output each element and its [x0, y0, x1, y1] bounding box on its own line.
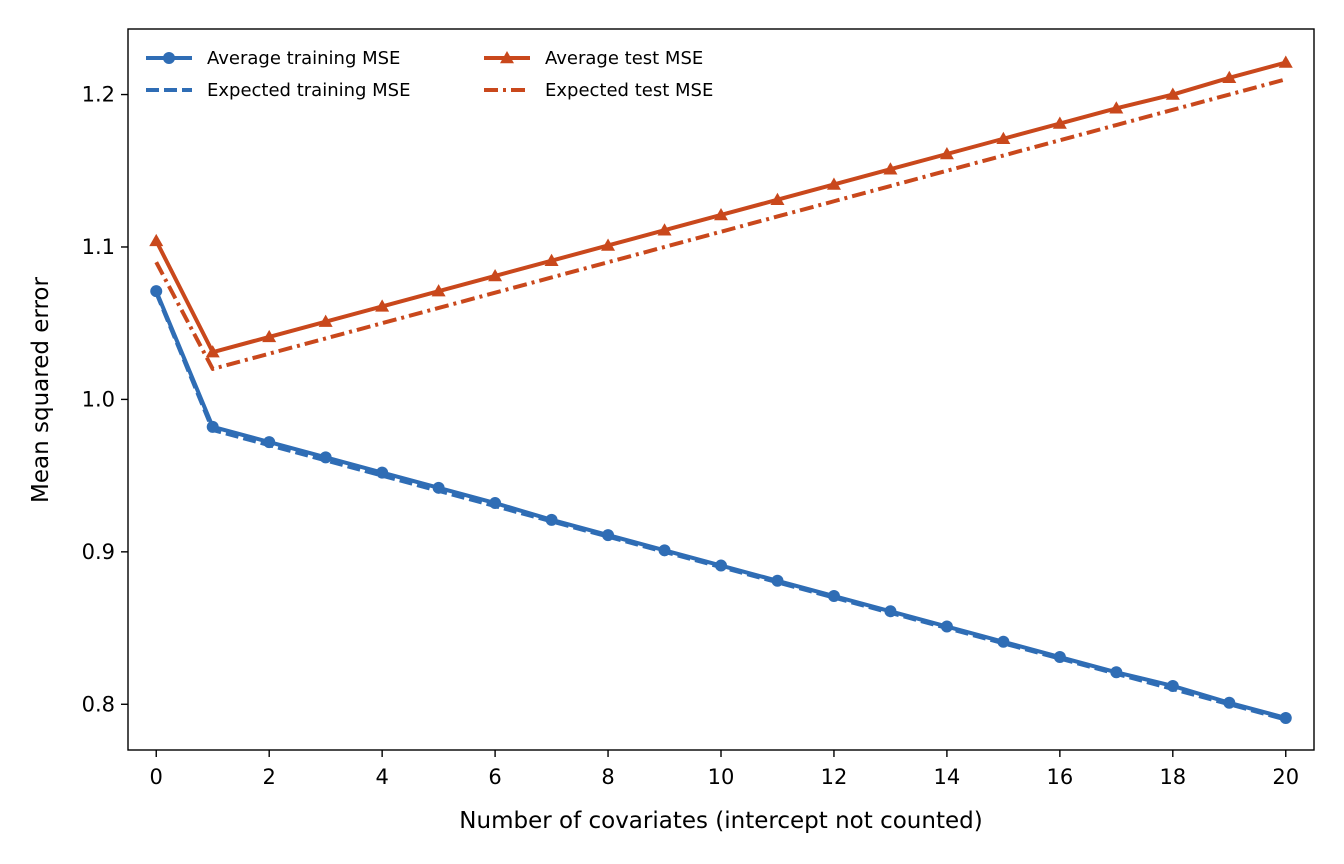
legend-marker-swatch: [500, 51, 514, 64]
legend-entry: Average training MSE: [146, 48, 400, 69]
x-tick-label: 2: [263, 765, 276, 789]
data-point-marker: [149, 233, 164, 247]
data-point-marker: [883, 162, 898, 175]
series-expected-training-mse: [154, 291, 1287, 722]
data-point-marker: [150, 285, 163, 298]
y-tick-label: 0.9: [82, 540, 115, 564]
legend-label: Average training MSE: [207, 48, 400, 69]
data-point-marker: [601, 238, 616, 251]
data-point-marker: [1223, 696, 1236, 709]
series-average-training-mse: [150, 285, 1292, 724]
data-point-marker: [376, 466, 389, 479]
x-tick-label: 20: [1272, 765, 1299, 789]
x-tick-label: 18: [1159, 765, 1186, 789]
legend-label: Average test MSE: [545, 48, 703, 69]
data-point-marker: [826, 177, 841, 190]
series-average-test-mse: [149, 55, 1293, 358]
x-axis-ticks: 0 2 4 6 8 10 12 14 16 18 20: [150, 750, 1299, 789]
y-tick-label: 1.2: [82, 83, 115, 107]
data-point-marker: [770, 192, 785, 205]
legend-entry: Expected training MSE: [146, 80, 410, 101]
data-point-marker: [827, 590, 840, 603]
data-point-marker: [996, 131, 1011, 145]
x-tick-label: 16: [1046, 765, 1073, 789]
y-tick-label: 0.8: [82, 692, 115, 716]
data-point-marker: [771, 574, 784, 587]
data-point-marker: [1052, 116, 1067, 129]
data-point-marker: [545, 513, 558, 526]
x-tick-label: 0: [150, 765, 163, 789]
data-point-marker: [1165, 87, 1180, 100]
data-point-marker: [715, 559, 727, 572]
data-point-marker: [1053, 651, 1066, 664]
legend-marker-swatch: [163, 52, 175, 64]
y-tick-label: 1.0: [82, 387, 115, 411]
legend: Average training MSE Expected training MS…: [146, 48, 713, 101]
y-tick-label: 1.1: [82, 235, 115, 259]
series-expected-test-mse: [154, 77, 1287, 371]
y-axis-title: Mean squared error: [28, 277, 54, 503]
legend-entry: Average test MSE: [484, 48, 703, 69]
y-axis-ticks: 0.8 0.9 1.0 1.1 1.2: [82, 83, 128, 716]
x-tick-label: 6: [488, 765, 501, 789]
legend-entry: Expected test MSE: [484, 80, 713, 101]
x-tick-label: 8: [601, 765, 614, 789]
data-point-marker: [431, 284, 446, 297]
data-point-marker: [318, 314, 333, 327]
data-point-marker: [1222, 70, 1237, 84]
data-point-marker: [432, 481, 445, 494]
data-point-marker: [1166, 679, 1179, 692]
data-point-marker: [602, 529, 615, 542]
series-line: [154, 290, 1287, 720]
x-tick-label: 14: [934, 765, 961, 789]
series-layer: [149, 55, 1293, 724]
data-point-marker: [657, 223, 672, 236]
legend-label: Expected training MSE: [207, 80, 410, 101]
data-point-marker: [375, 299, 390, 312]
data-point-marker: [1279, 711, 1292, 724]
data-point-marker: [1278, 55, 1293, 68]
x-tick-label: 4: [375, 765, 388, 789]
x-axis-title: Number of covariates (intercept not coun…: [459, 808, 982, 834]
data-point-marker: [714, 207, 728, 221]
data-point-marker: [262, 329, 277, 343]
data-point-marker: [1109, 101, 1124, 114]
data-point-marker: [319, 451, 332, 464]
x-tick-label: 12: [821, 765, 848, 789]
series-line: [154, 291, 1287, 722]
data-point-marker: [263, 436, 276, 449]
data-point-marker: [1110, 666, 1123, 679]
data-point-marker: [884, 605, 897, 618]
data-point-marker: [544, 253, 559, 266]
series-line: [154, 77, 1287, 371]
data-point-marker: [206, 420, 219, 433]
data-point-marker: [997, 635, 1010, 648]
data-point-marker: [940, 620, 953, 633]
data-point-marker: [488, 268, 503, 282]
plot-area-frame: [127, 28, 1315, 751]
data-point-marker: [489, 497, 502, 510]
data-point-marker: [658, 544, 671, 557]
data-point-marker: [205, 345, 220, 358]
data-point-marker: [939, 146, 954, 160]
legend-label: Expected test MSE: [545, 80, 713, 101]
x-tick-label: 10: [708, 765, 735, 789]
